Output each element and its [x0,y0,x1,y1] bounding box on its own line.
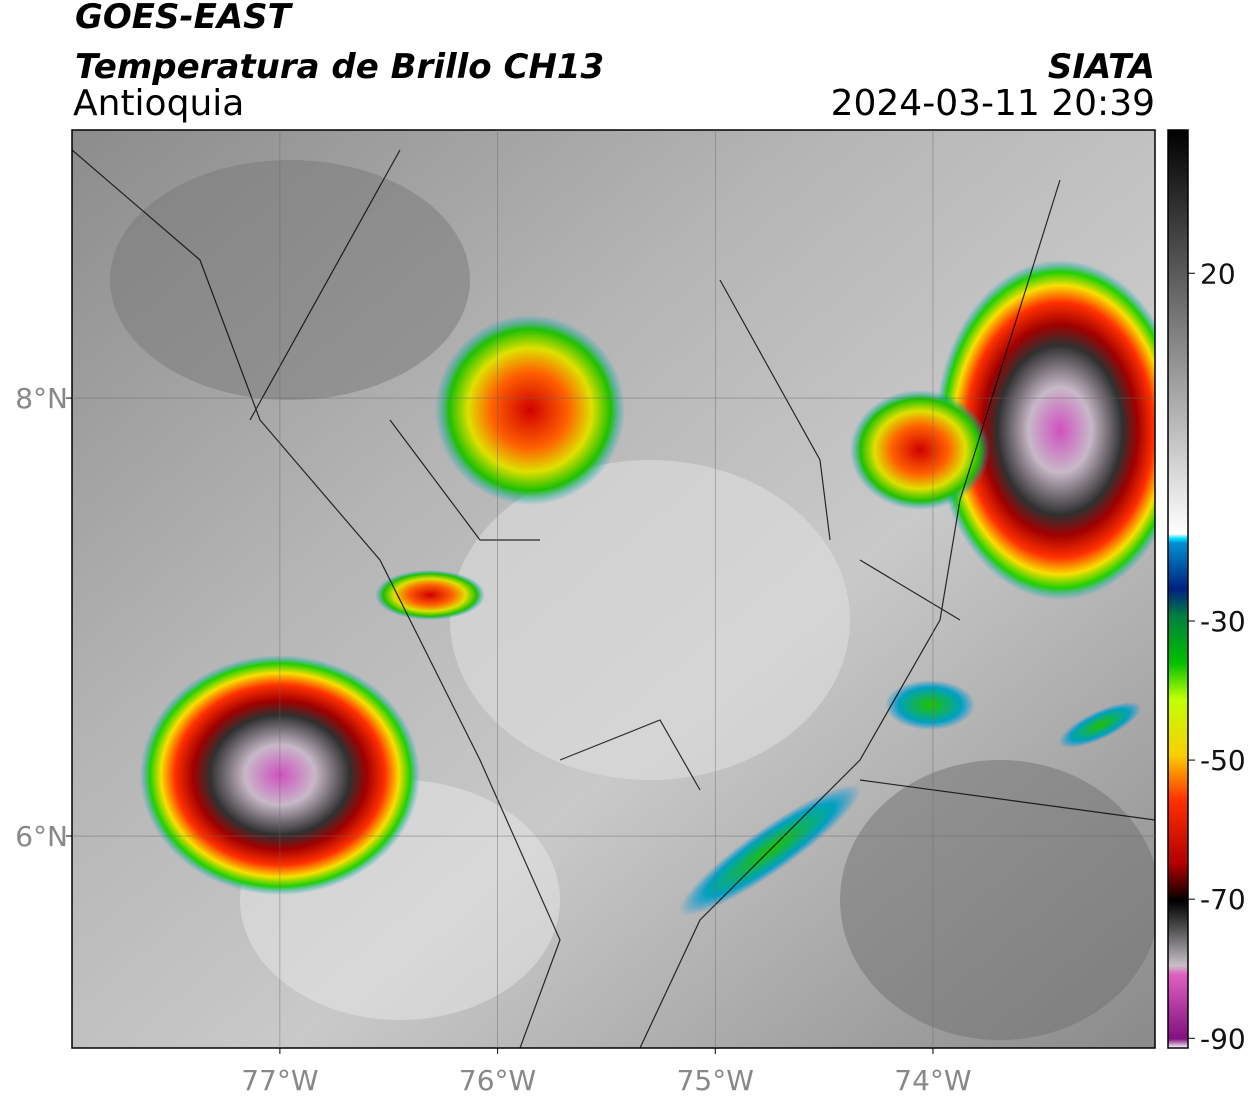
x-tick-label: 74°W [894,1064,971,1097]
colorbar-tick-label: -50 [1200,744,1246,777]
x-tick-label: 77°W [241,1064,318,1097]
product: Temperatura de Brillo CH13 [75,47,604,87]
map-frame [71,129,1156,1049]
region: Antioquia [73,83,244,124]
y-tick-label: 6°N [15,820,68,853]
datetime: 2024-03-11 20:39 [831,83,1155,124]
y-tick-label: 8°N [15,382,68,415]
colorbar-tick-label: 20 [1200,257,1236,290]
x-tick-label: 75°W [677,1064,754,1097]
x-tick-label: 76°W [459,1064,536,1097]
colorbar [1167,129,1189,1049]
colorbar-tick-label: -70 [1200,883,1246,916]
colorbar-tick-label: -30 [1200,605,1246,638]
map-image [72,130,1155,1048]
colorbar-tick-label: -90 [1200,1022,1246,1055]
source: SIATA [1048,47,1155,87]
satellite: GOES-EAST [75,0,294,37]
